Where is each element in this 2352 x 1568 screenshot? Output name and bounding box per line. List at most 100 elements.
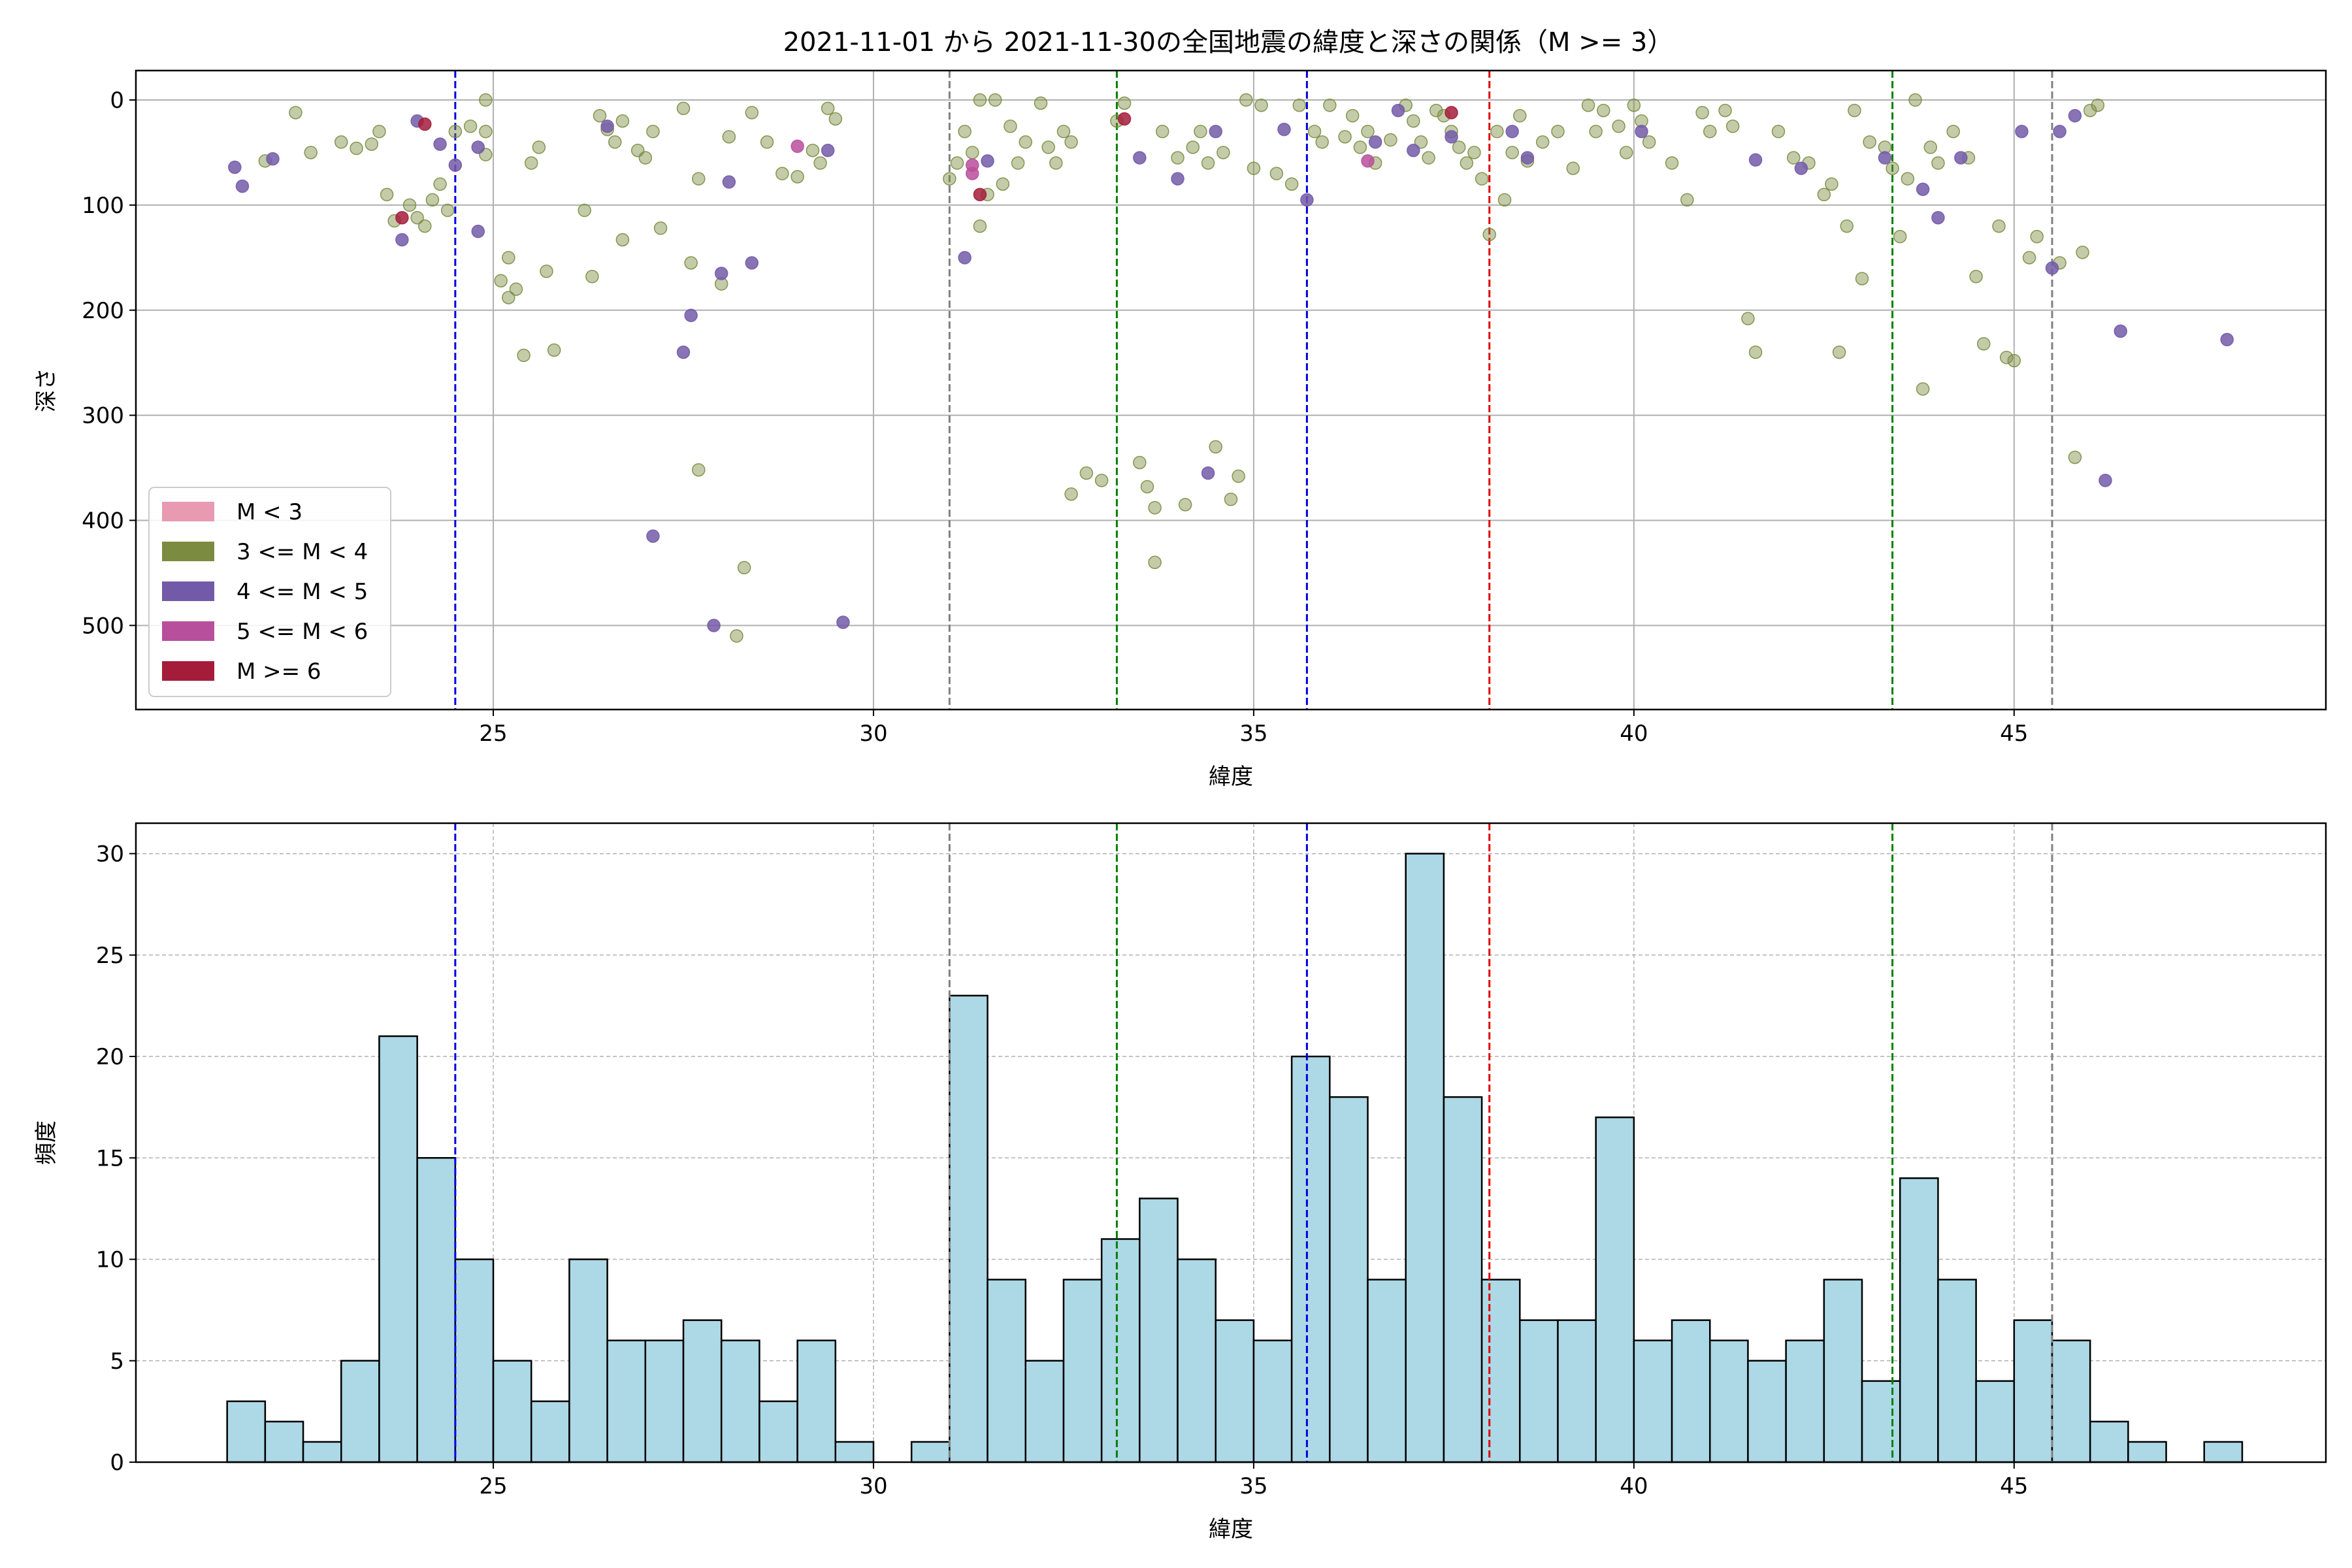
data-point <box>1748 345 1763 359</box>
data-point <box>821 144 835 157</box>
data-point <box>448 158 463 172</box>
data-point <box>1384 133 1397 147</box>
data-point <box>676 345 691 359</box>
y-tick-label: 20 <box>96 1044 124 1070</box>
data-point <box>2068 108 2082 123</box>
data-point <box>1977 336 1991 351</box>
data-point <box>372 125 386 139</box>
data-point <box>745 256 759 270</box>
chart-title: 2021-11-01 から 2021-11-30の全国地震の緯度と深さの関係（M… <box>783 27 1674 57</box>
legend-label-m-3-4: 3 <= M < 4 <box>237 539 368 565</box>
data-point <box>517 348 531 363</box>
data-point <box>2099 474 2112 487</box>
data-point <box>228 160 242 174</box>
data-point <box>1886 161 1899 175</box>
data-point <box>1209 440 1222 454</box>
histogram-frame <box>135 822 2327 1463</box>
data-point <box>304 146 318 159</box>
histogram-bar <box>834 1441 875 1463</box>
scatter-points <box>228 93 2234 643</box>
data-point <box>2022 251 2036 265</box>
data-point <box>1217 146 1230 159</box>
data-point <box>1224 493 1238 506</box>
histogram-bar <box>2013 1319 2053 1463</box>
data-point <box>1748 153 1763 167</box>
data-point <box>828 112 843 126</box>
data-point <box>502 291 515 304</box>
data-point <box>425 193 440 207</box>
scatter-y-ticks: 0 100 200 300 400 500 <box>82 88 136 639</box>
data-point <box>1269 167 1284 180</box>
data-point <box>1916 382 1930 396</box>
legend-label-m-lt3: M < 3 <box>237 499 302 525</box>
data-point <box>418 117 432 131</box>
data-point <box>395 210 409 225</box>
data-point <box>615 114 630 128</box>
data-point <box>707 619 721 632</box>
data-point <box>471 140 485 154</box>
x-tick-label: 35 <box>1239 721 1267 747</box>
data-point <box>950 156 964 170</box>
data-point <box>722 175 736 189</box>
data-point <box>2220 333 2234 347</box>
data-point <box>289 106 302 120</box>
data-point <box>433 137 447 151</box>
data-point <box>1497 193 1512 207</box>
x-tick-label: 25 <box>479 1473 507 1499</box>
data-point <box>1452 140 1466 154</box>
data-point <box>684 256 698 270</box>
data-point <box>479 93 493 107</box>
data-point <box>1323 98 1337 112</box>
histogram-bar <box>987 1279 1026 1463</box>
data-point <box>1520 151 1535 165</box>
histogram-bar <box>2127 1441 2167 1463</box>
histogram-y-label: 頻度 <box>33 1120 59 1165</box>
data-point <box>1954 151 1968 165</box>
data-point <box>1627 98 1641 112</box>
data-point <box>1901 172 1915 186</box>
data-point <box>1589 125 1603 139</box>
data-point <box>1186 140 1200 154</box>
scatter-vlines <box>454 71 2053 710</box>
data-point <box>1878 151 1892 165</box>
data-point <box>1391 103 1405 118</box>
data-point <box>2091 98 2105 112</box>
data-point <box>996 177 1010 191</box>
histogram-bar <box>264 1420 304 1463</box>
data-point <box>1597 103 1610 118</box>
data-point <box>350 141 363 155</box>
histogram-x-ticks: 25 30 35 40 45 <box>479 1462 2028 1499</box>
scatter-x-ticks: 25 30 35 40 45 <box>479 710 2028 747</box>
data-point <box>1931 210 1945 225</box>
data-point <box>646 529 660 543</box>
data-point <box>440 203 455 218</box>
histogram-bar <box>454 1258 495 1463</box>
data-point <box>966 146 979 159</box>
histogram-bar <box>1747 1360 1787 1463</box>
data-point <box>410 210 424 225</box>
data-point <box>1004 120 1017 133</box>
data-point <box>1535 135 1550 149</box>
data-point <box>365 137 379 151</box>
data-point <box>1642 135 1656 149</box>
y-tick-label: 100 <box>82 193 124 219</box>
data-point <box>2015 125 2029 139</box>
data-point <box>1445 130 1458 144</box>
y-tick-label: 200 <box>82 298 124 324</box>
data-point <box>981 154 994 168</box>
data-point <box>1794 161 1808 175</box>
histogram-bar <box>682 1319 723 1463</box>
histogram-bars <box>226 853 2244 1463</box>
data-point <box>1148 500 1162 515</box>
data-point <box>1307 125 1322 139</box>
data-point <box>1277 122 1291 137</box>
data-point <box>1635 125 1648 139</box>
y-tick-label: 400 <box>82 508 124 534</box>
data-point <box>1156 125 1169 139</box>
data-point <box>532 140 546 154</box>
histogram-bar <box>1024 1360 1065 1463</box>
histogram-vlines <box>454 823 2053 1462</box>
data-point <box>1467 146 1481 159</box>
histogram-bar <box>2089 1420 2129 1463</box>
